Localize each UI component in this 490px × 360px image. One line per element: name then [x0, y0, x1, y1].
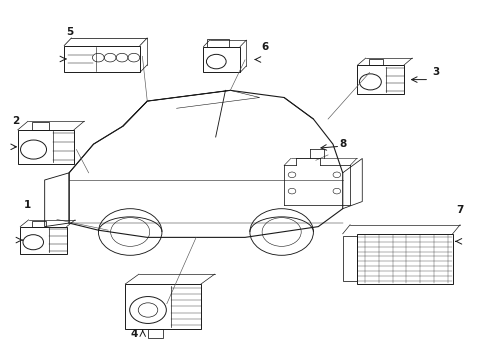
Text: 6: 6	[261, 42, 268, 52]
Text: 4: 4	[131, 329, 138, 339]
Text: 2: 2	[12, 116, 19, 126]
Text: 3: 3	[432, 67, 439, 77]
Text: 1: 1	[24, 200, 31, 210]
Text: 7: 7	[456, 206, 464, 216]
Text: 8: 8	[339, 139, 346, 149]
Text: 5: 5	[67, 27, 74, 37]
